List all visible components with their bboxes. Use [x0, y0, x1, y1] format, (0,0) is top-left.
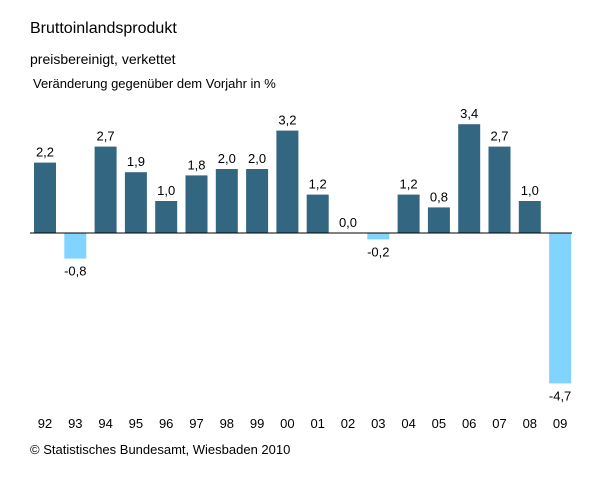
value-label-99: 2,0 [248, 151, 266, 166]
bar-98 [215, 169, 238, 233]
bar-99 [246, 169, 269, 233]
value-label-92: 2,2 [36, 145, 54, 160]
bar-01 [306, 194, 329, 233]
x-tick-03: 03 [371, 416, 385, 431]
x-tick-95: 95 [129, 416, 143, 431]
bar-09 [549, 233, 572, 384]
x-tick-09: 09 [553, 416, 567, 431]
bar-03 [367, 233, 390, 240]
chart-title: Bruttoinlandsprodukt [30, 20, 177, 37]
chart-subtitle: preisbereinigt, verkettet [30, 51, 176, 67]
value-label-96: 1,0 [157, 183, 175, 198]
x-tick-92: 92 [38, 416, 52, 431]
x-tick-97: 97 [189, 416, 203, 431]
x-tick-04: 04 [401, 416, 415, 431]
x-tick-94: 94 [98, 416, 112, 431]
value-label-97: 1,8 [187, 157, 205, 172]
bar-06 [458, 124, 481, 233]
bar-05 [427, 207, 450, 233]
bar-04 [397, 194, 420, 233]
x-tick-99: 99 [250, 416, 264, 431]
value-label-08: 1,0 [521, 183, 539, 198]
value-label-04: 1,2 [400, 177, 418, 192]
source-note: © Statistisches Bundesamt, Wiesbaden 201… [30, 442, 291, 457]
value-label-01: 1,2 [309, 177, 327, 192]
value-label-93: -0,8 [64, 264, 86, 279]
x-tick-08: 08 [523, 416, 537, 431]
value-label-09: -4,7 [549, 388, 571, 403]
x-tick-07: 07 [492, 416, 506, 431]
value-label-98: 2,0 [218, 151, 236, 166]
value-label-06: 3,4 [460, 106, 478, 121]
x-tick-00: 00 [280, 416, 294, 431]
bar-08 [518, 201, 541, 233]
x-tick-96: 96 [159, 416, 173, 431]
bar-96 [155, 201, 178, 233]
bar-00 [276, 130, 299, 233]
x-tick-98: 98 [220, 416, 234, 431]
value-label-03: -0,2 [367, 244, 389, 259]
value-label-94: 2,7 [97, 129, 115, 144]
bar-92 [34, 162, 56, 233]
x-tick-93: 93 [68, 416, 82, 431]
x-tick-02: 02 [341, 416, 355, 431]
value-label-00: 3,2 [278, 113, 296, 128]
value-label-02: 0,0 [339, 215, 357, 230]
value-label-05: 0,8 [430, 189, 448, 204]
value-label-95: 1,9 [127, 154, 145, 169]
bar-93 [64, 233, 87, 259]
value-label-07: 2,7 [490, 129, 508, 144]
bar-95 [124, 172, 147, 233]
x-tick-06: 06 [462, 416, 476, 431]
bar-97 [185, 175, 208, 233]
x-tick-01: 01 [310, 416, 324, 431]
y-axis-label: Veränderung gegenüber dem Vorjahr in % [33, 76, 276, 91]
x-tick-05: 05 [432, 416, 446, 431]
bar-07 [488, 146, 511, 233]
bar-94 [94, 146, 117, 233]
